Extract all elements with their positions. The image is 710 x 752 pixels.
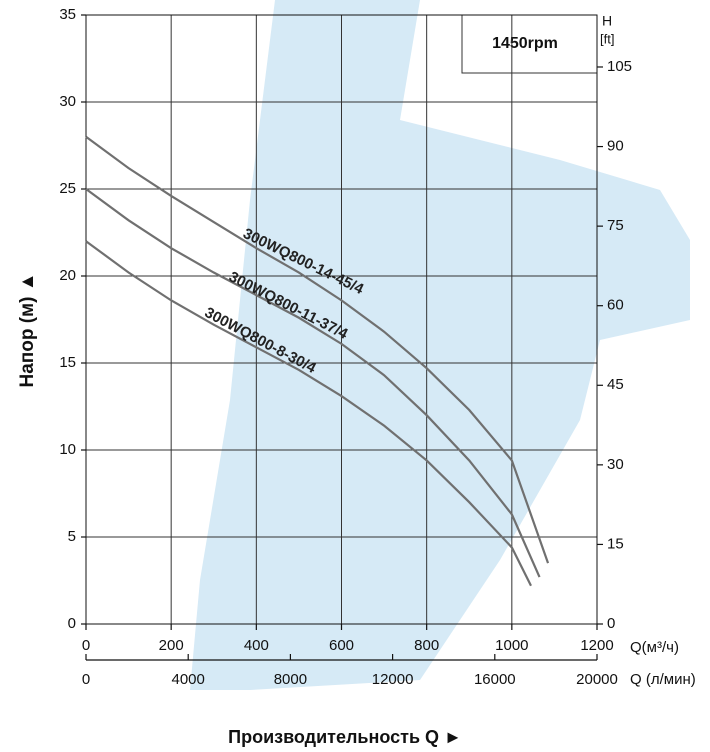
y2-tick-label: 30 (607, 456, 624, 473)
x-tick-label: 800 (414, 637, 439, 654)
y-tick-label: 20 (59, 267, 76, 284)
annotation: 1450rpm (492, 35, 558, 52)
x2-tick-label: 16000 (474, 671, 516, 688)
y2-tick-label: 45 (607, 376, 624, 393)
x2-tick-label: 12000 (372, 671, 414, 688)
x-tick-label: 0 (82, 637, 90, 654)
x-tick-label: 200 (159, 637, 184, 654)
y-tick-label: 25 (59, 180, 76, 197)
curve (85, 135, 550, 564)
y-tick-label: 5 (68, 528, 76, 545)
x-tick-label: 1200 (580, 637, 613, 654)
y2-tick-label: 105 (607, 58, 632, 75)
y2-label: H (602, 13, 612, 29)
x-tick-label: 1000 (495, 637, 528, 654)
x-unit: Q(м³/ч) (630, 639, 679, 656)
plot-frame (85, 14, 598, 625)
y2-tick-label: 90 (607, 138, 624, 155)
x2-tick-label: 20000 (576, 671, 618, 688)
x2-tick-label: 4000 (172, 671, 205, 688)
x2-tick-label: 0 (82, 671, 90, 688)
watermark (190, 0, 690, 690)
y-tick-label: 15 (59, 354, 76, 371)
y-tick-label: 35 (59, 6, 76, 23)
x2-unit: Q (л/мин) (630, 671, 696, 688)
y-tick-label: 30 (59, 93, 76, 110)
y2-tick-label: 75 (607, 217, 624, 234)
x-tick-label: 600 (329, 637, 354, 654)
y2-unit: [ft] (600, 31, 614, 46)
curve (85, 240, 532, 587)
y2-tick-label: 0 (607, 615, 615, 632)
x-axis-label: Производительность Q ► (228, 727, 462, 747)
x-tick-label: 400 (244, 637, 269, 654)
y-tick-label: 10 (59, 441, 76, 458)
y2-tick-label: 15 (607, 535, 624, 552)
curve (85, 188, 541, 578)
x2-tick-label: 8000 (274, 671, 307, 688)
y2-tick-label: 60 (607, 297, 624, 314)
y-axis-label: Напор (м) ▲ (17, 272, 38, 387)
y-tick-label: 0 (68, 615, 76, 632)
